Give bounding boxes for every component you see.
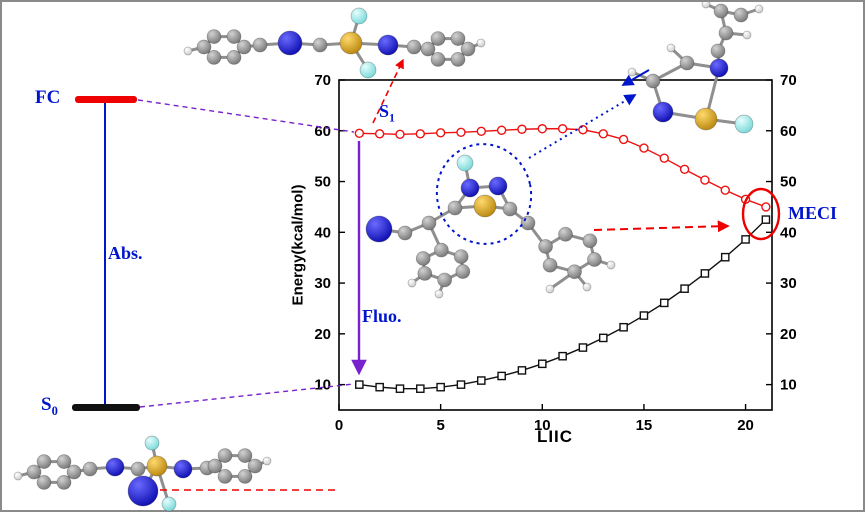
molecule-intermediate-structure — [365, 154, 616, 299]
meci-label: MECI — [788, 203, 837, 223]
svg-text:10: 10 — [780, 377, 797, 394]
arrow-s1-to-planar-structure — [372, 58, 404, 124]
meci-circle — [741, 187, 781, 241]
series-s1-curve — [354, 124, 771, 212]
svg-text:0: 0 — [335, 417, 343, 434]
svg-text:20: 20 — [780, 326, 797, 343]
fc-to-s1-connector-line — [137, 99, 355, 133]
fc-label: FC — [35, 87, 61, 108]
svg-text:60: 60 — [780, 123, 797, 140]
svg-text:60: 60 — [314, 123, 331, 140]
twisted-structure-pointer-arrow — [621, 69, 650, 86]
s0-level-label: S0 — [41, 394, 58, 418]
s0-level-bar — [72, 404, 140, 411]
svg-text:30: 30 — [314, 275, 331, 292]
twist-region-ellipse — [435, 143, 533, 245]
svg-text:15: 15 — [636, 417, 653, 434]
svg-text:10: 10 — [534, 417, 551, 434]
arrow-to-twisted-structure — [528, 94, 637, 159]
svg-text:50: 50 — [780, 174, 797, 191]
svg-text:10: 10 — [314, 377, 331, 394]
molecule-planar-ground-structure — [13, 435, 272, 512]
svg-text:70: 70 — [314, 72, 331, 89]
svg-text:70: 70 — [780, 72, 797, 89]
arrow-to-meci — [593, 220, 730, 233]
energy-plot: 10 10 20 20 30 30 40 40 50 50 60 60 70 70 0 5 10 15 20 — [314, 72, 796, 434]
svg-text:5: 5 — [436, 417, 444, 434]
x-axis-title: LIIC — [536, 427, 574, 446]
svg-text:40: 40 — [314, 224, 331, 241]
molecule-planar-s1-structure — [183, 7, 486, 79]
svg-text:30: 30 — [780, 275, 797, 292]
plot-frame — [338, 79, 773, 411]
s0-to-curve-connector-line — [139, 383, 355, 408]
molecule-twisted-meci-structure — [627, 2, 764, 134]
absorption-label: Abs. — [108, 243, 143, 263]
series-s0-curve — [355, 215, 771, 393]
y-axis-title: Energy(kcal/mol) — [289, 184, 307, 306]
svg-text:20: 20 — [737, 417, 754, 434]
svg-text:20: 20 — [314, 326, 331, 343]
svg-text:50: 50 — [314, 174, 331, 191]
fc-level-bar — [75, 96, 137, 103]
x-axis-ticks: 0 5 10 15 20 — [335, 404, 754, 434]
fluorescence-label: Fluo. — [362, 306, 402, 326]
s1-label: S1 — [379, 101, 395, 125]
annotations — [72, 58, 781, 491]
svg-text:40: 40 — [780, 224, 797, 241]
